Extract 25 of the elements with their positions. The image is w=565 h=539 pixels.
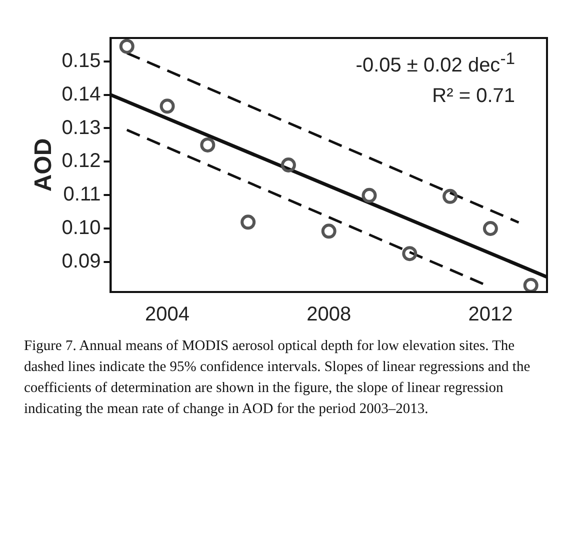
y-tick-label: 0.10 [62, 217, 101, 240]
y-tick-label: 0.14 [62, 83, 101, 106]
annotation: -0.05 ± 0.02 dec$^{-1}$ [356, 48, 515, 79]
point [402, 246, 418, 262]
x-tick-label: 2004 [145, 304, 190, 326]
point [280, 158, 296, 172]
y-axis-title: AOD [30, 138, 58, 192]
caption: Figure 7. Annual means of MODIS aerosol optical depth for low elevation sites. The dashed lines indicate the 95% confidence intervals. Slopes of linear regressions and the coefficients of determination are shown in the figure, the slope of linear regression indicating the mean rate of change in AOD for the period 2003–2013. [24, 337, 532, 419]
point [442, 188, 458, 204]
point [119, 38, 134, 54]
point [321, 224, 336, 239]
x-tick-label: 2008 [306, 304, 352, 326]
y-tick-label: 0.09 [62, 250, 101, 272]
point [523, 278, 538, 292]
point [200, 137, 216, 152]
point [160, 98, 175, 114]
point [482, 221, 498, 236]
point [362, 188, 377, 203]
y-tick-label: 0.13 [62, 116, 101, 139]
y-tick-label: 0.12 [62, 150, 101, 172]
annotation: R² = 0.71 [431, 84, 515, 109]
point [240, 214, 256, 230]
y-tick-label: 0.15 [62, 50, 101, 72]
x-tick-label: 2012 [468, 304, 513, 326]
y-tick-label: 0.11 [63, 184, 101, 206]
